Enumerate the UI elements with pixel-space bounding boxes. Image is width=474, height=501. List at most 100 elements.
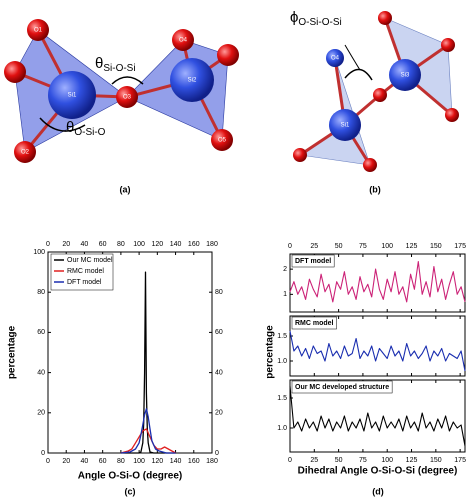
x-tick-label: 80 [117,458,125,465]
angle-label: ϕO-Si-O-Si [290,9,342,28]
x-tick-label: 75 [359,457,367,464]
x-axis-label: Angle O-Si-O (degree) [78,471,182,482]
angle-subscript: Si-O-Si [103,63,135,74]
charts: 0020204040606080801001001201201401401601… [7,241,466,482]
series-line [289,261,466,303]
y-tick-label: 40 [37,369,45,376]
series-line [120,428,176,454]
atom-label: Si1 [68,93,77,99]
atom-label: Si2 [188,78,197,84]
panel-label: (d) [372,486,384,496]
y2-tick-label: 20 [215,410,223,417]
x-tick-label: 25 [310,457,318,464]
y2-tick-label: 60 [215,329,223,336]
x-tick-label: 150 [430,243,442,250]
x-tick-label: 175 [454,457,466,464]
x-tick-label: 140 [170,241,182,248]
y-tick-label: 1.0 [277,425,287,432]
x-tick-label: 50 [335,457,343,464]
x-tick-label: 180 [206,458,218,465]
series-line [289,330,466,372]
x-tick-label: 100 [133,241,145,248]
plot-frame [289,253,466,313]
atom-label: O5 [218,138,227,144]
y-tick-label: 1.5 [277,333,287,340]
angle-symbol: θ [66,119,74,136]
plot-frame [289,315,466,377]
x-tick-label: 20 [62,458,70,465]
angle-symbol: θ [95,55,103,72]
atom-label: Si1 [341,123,350,129]
x-tick-label: 50 [335,243,343,250]
x-tick-label: 125 [406,243,418,250]
angle-label: θO-Si-O [66,119,106,138]
legend-label: Our MC model [67,257,113,264]
series-label-box [291,316,337,330]
x-tick-label: 25 [310,243,318,250]
series-line [289,385,466,447]
x-tick-label: 0 [288,457,292,464]
y-tick-label: 2 [283,266,287,273]
y-tick-label: 1.5 [277,395,287,402]
series-line [120,271,176,454]
x-tick-label: 0 [288,243,292,250]
y2-tick-label: 80 [215,289,223,296]
y-axis-label: percentage [265,325,276,379]
x-tick-label: 150 [430,457,442,464]
y-tick-label: 80 [37,289,45,296]
y-tick-label: 1.0 [277,358,287,365]
x-tick-label: 160 [188,458,200,465]
angle-label: θSi-O-Si [95,55,136,74]
x-tick-label: 0 [46,241,50,248]
x-tick-label: 60 [99,241,107,248]
x-tick-label: 20 [62,241,70,248]
atom-label: O1 [34,28,43,34]
y-axis-label: percentage [7,325,18,379]
y-tick-label: 0 [41,450,45,457]
series-line [120,408,176,454]
y2-tick-label: 40 [215,369,223,376]
x-tick-label: 140 [170,458,182,465]
x-axis-label: Dihedral Angle O-Si-O-Si (degree) [298,466,458,477]
panel-label: (a) [120,184,131,194]
diagram-b: O4 Si1 Si3 ϕO-Si-O-Si (b) [290,9,459,194]
y-tick-label: 100 [33,249,45,256]
x-tick-label: 75 [359,243,367,250]
atom-label: O3 [123,95,132,101]
angle-subscript: O-Si-O-Si [298,17,341,28]
plot-frame [289,379,466,453]
x-tick-label: 160 [188,241,200,248]
x-tick-label: 180 [206,241,218,248]
legend-label: RMC model [67,268,104,275]
atom-label: O4 [331,56,340,62]
x-tick-label: 100 [133,458,145,465]
x-tick-label: 40 [81,241,89,248]
y-tick-label: 1 [283,291,287,298]
x-tick-label: 120 [151,458,163,465]
x-tick-label: 100 [381,243,393,250]
angle-symbol: ϕ [290,9,298,26]
x-tick-label: 80 [117,241,125,248]
y2-tick-label: 0 [215,450,219,457]
x-tick-label: 100 [381,457,393,464]
x-tick-label: 125 [406,457,418,464]
atom-label: O2 [21,150,30,156]
series-label: Our MC developed structure [295,384,389,391]
angle-subscript: O-Si-O [74,127,105,138]
y-tick-label: 60 [37,329,45,336]
panel-label: (c) [125,486,136,496]
series-label: DFT model [295,258,331,265]
y-tick-label: 20 [37,410,45,417]
series-label: RMC model [295,320,334,327]
diagram-a: O1 O2 O3 O4 O5 Si1 Si2 θSi-O-Si θO-Si-O … [4,19,239,194]
legend-label: DFT model [67,279,102,286]
x-tick-label: 0 [46,458,50,465]
panel-label: (b) [369,184,381,194]
atom-label: Si3 [401,73,410,79]
x-tick-label: 175 [454,243,466,250]
series-label-box [291,380,393,394]
x-tick-label: 40 [81,458,89,465]
x-tick-label: 60 [99,458,107,465]
series-label-box [291,254,335,268]
